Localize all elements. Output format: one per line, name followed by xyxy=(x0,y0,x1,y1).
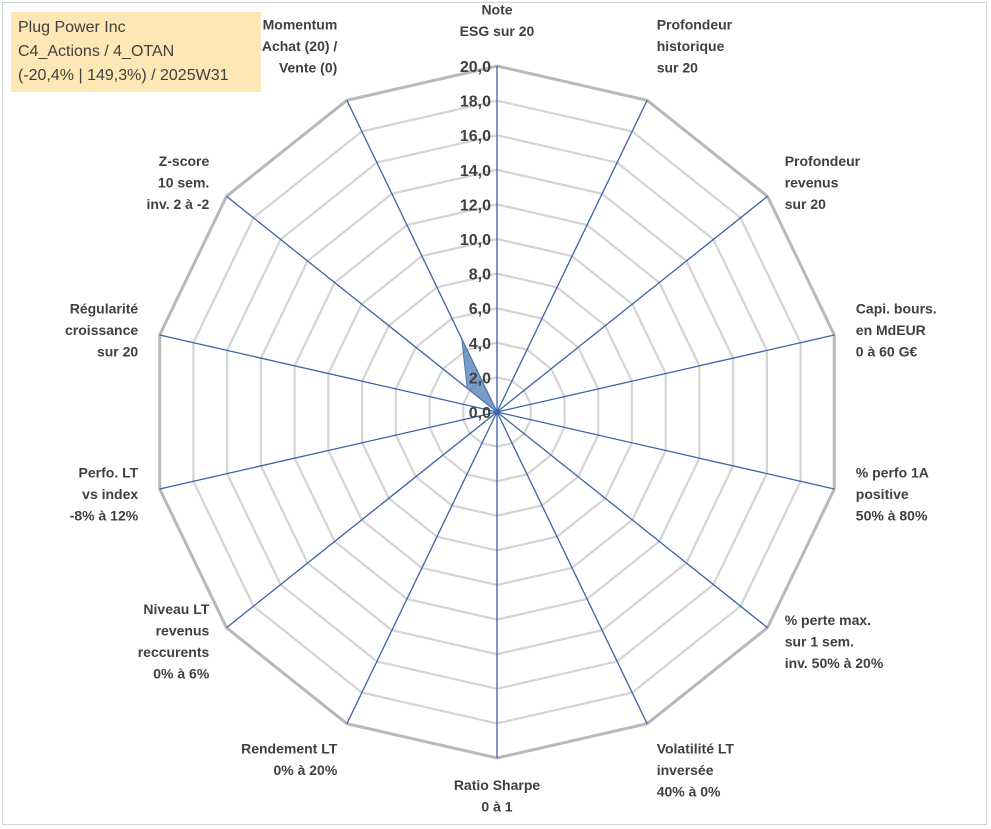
axis-label-line: Régularité xyxy=(70,301,139,317)
axis-label-line: 40% à 0% xyxy=(657,784,721,800)
axis-spoke xyxy=(346,411,498,724)
axis-label-line: inversée xyxy=(657,762,714,778)
axis-label: Ratio Sharpe 0 à 1 xyxy=(454,777,541,815)
performance-week: (-20,4% | 149,3%) / 2025W31 xyxy=(18,67,229,84)
axis-spoke xyxy=(226,195,498,413)
axis-label: Capi. bours. en MdEUR 0 à 60 G€ xyxy=(856,301,937,360)
axis-label: Profondeur revenus sur 20 xyxy=(785,153,861,212)
tick-label: 20,0 xyxy=(460,59,491,76)
axis-label-line: -8% à 12% xyxy=(70,507,139,523)
axis-label-line: sur 20 xyxy=(785,196,826,212)
axis-label-line: positive xyxy=(856,486,909,502)
axis-spoke xyxy=(496,411,768,629)
axis-label-line: Perfo. LT xyxy=(79,464,139,480)
radar-axis-labels: Note ESG sur 20 Profondeur historique sur 20… xyxy=(65,2,937,815)
axis-spoke xyxy=(496,411,648,724)
radar-tick-labels: 0,0 2,0 4,0 6,0 8,0 10,0 12,0 14,0 16,0 18,0 20,0 xyxy=(460,59,491,422)
tick-label: 4,0 xyxy=(469,336,491,353)
axis-label-line: Niveau LT xyxy=(143,601,209,617)
axis-label-line: Momentum xyxy=(263,16,338,32)
tick-label: 18,0 xyxy=(460,94,491,111)
portfolio-category: C4_Actions / 4_OTAN xyxy=(18,43,175,60)
axis-spoke xyxy=(159,411,498,490)
tick-label: 8,0 xyxy=(469,267,491,284)
series-area xyxy=(461,338,498,413)
axis-label-line: revenus xyxy=(785,175,839,191)
tick-label: 6,0 xyxy=(469,301,491,318)
axis-label-line: % perfo 1A xyxy=(856,464,929,480)
tick-label: 12,0 xyxy=(460,197,491,214)
axis-label: Volatilité LT inversée 40% à 0% xyxy=(657,741,735,800)
axis-spoke xyxy=(226,411,498,629)
tick-label: 2,0 xyxy=(469,370,491,387)
axis-label: Niveau LT revenus reccurents 0% à 6% xyxy=(138,601,210,682)
tick-label: 14,0 xyxy=(460,163,491,180)
axis-label-line: % perte max. xyxy=(785,612,871,628)
tick-label: 10,0 xyxy=(460,232,491,249)
company-name: Plug Power Inc xyxy=(18,19,126,36)
axis-label-line: croissance xyxy=(65,322,138,338)
axis-label-line: 0% à 20% xyxy=(273,762,337,778)
axis-label: Perfo. LT vs index -8% à 12% xyxy=(70,464,139,523)
axis-spoke xyxy=(496,100,648,413)
axis-label-line: Note xyxy=(481,2,512,18)
axis-spoke xyxy=(496,411,835,490)
axis-label-line: inv. 2 à -2 xyxy=(147,196,210,212)
axis-label: Régularité croissance sur 20 xyxy=(65,301,138,360)
axis-label-line: sur 20 xyxy=(657,59,698,75)
axis-label-line: Vente (0) xyxy=(279,59,337,75)
axis-label-line: 0% à 6% xyxy=(153,666,210,682)
axis-spoke xyxy=(496,334,835,413)
axis-label-line: vs index xyxy=(82,486,138,502)
axis-label: Rendement LT 0% à 20% xyxy=(241,741,338,779)
axis-label: Z-score 10 sem. inv. 2 à -2 xyxy=(147,153,210,212)
axis-label-line: Profondeur xyxy=(785,153,861,169)
axis-label: Profondeur historique sur 20 xyxy=(657,16,733,75)
axis-spoke xyxy=(496,195,768,413)
axis-label-line: Z-score xyxy=(159,153,210,169)
radar-series xyxy=(461,338,498,413)
axis-label-line: Capi. bours. xyxy=(856,301,937,317)
axis-label-line: Achat (20) / xyxy=(262,38,338,54)
axis-label: % perte max. sur 1 sem. inv. 50% à 20% xyxy=(785,612,884,671)
axis-label: % perfo 1A positive 50% à 80% xyxy=(856,464,929,523)
axis-label-line: 50% à 80% xyxy=(856,507,928,523)
axis-label-line: reccurents xyxy=(138,644,210,660)
axis-label-line: 0 à 1 xyxy=(481,799,512,815)
axis-label-line: Rendement LT xyxy=(241,741,338,757)
axis-label-line: sur 20 xyxy=(97,344,138,360)
tick-label: 16,0 xyxy=(460,128,491,145)
axis-label-line: revenus xyxy=(156,623,210,639)
axis-label-line: Ratio Sharpe xyxy=(454,777,541,793)
axis-label: Note ESG sur 20 xyxy=(460,2,535,40)
axis-label-line: Volatilité LT xyxy=(657,741,735,757)
axis-label-line: inv. 50% à 20% xyxy=(785,655,884,671)
axis-label-line: Profondeur xyxy=(657,16,733,32)
stock-info-box: Plug Power Inc C4_Actions / 4_OTAN (-20,… xyxy=(11,12,261,92)
tick-label: 0,0 xyxy=(469,405,491,422)
axis-label: Momentum Achat (20) / Vente (0) xyxy=(262,16,338,75)
axis-label-line: historique xyxy=(657,38,725,54)
axis-label-line: ESG sur 20 xyxy=(460,23,535,39)
axis-label-line: 0 à 60 G€ xyxy=(856,344,918,360)
axis-label-line: sur 1 sem. xyxy=(785,633,854,649)
axis-label-line: en MdEUR xyxy=(856,322,926,338)
axis-spoke xyxy=(159,334,498,413)
axis-label-line: 10 sem. xyxy=(158,175,209,191)
